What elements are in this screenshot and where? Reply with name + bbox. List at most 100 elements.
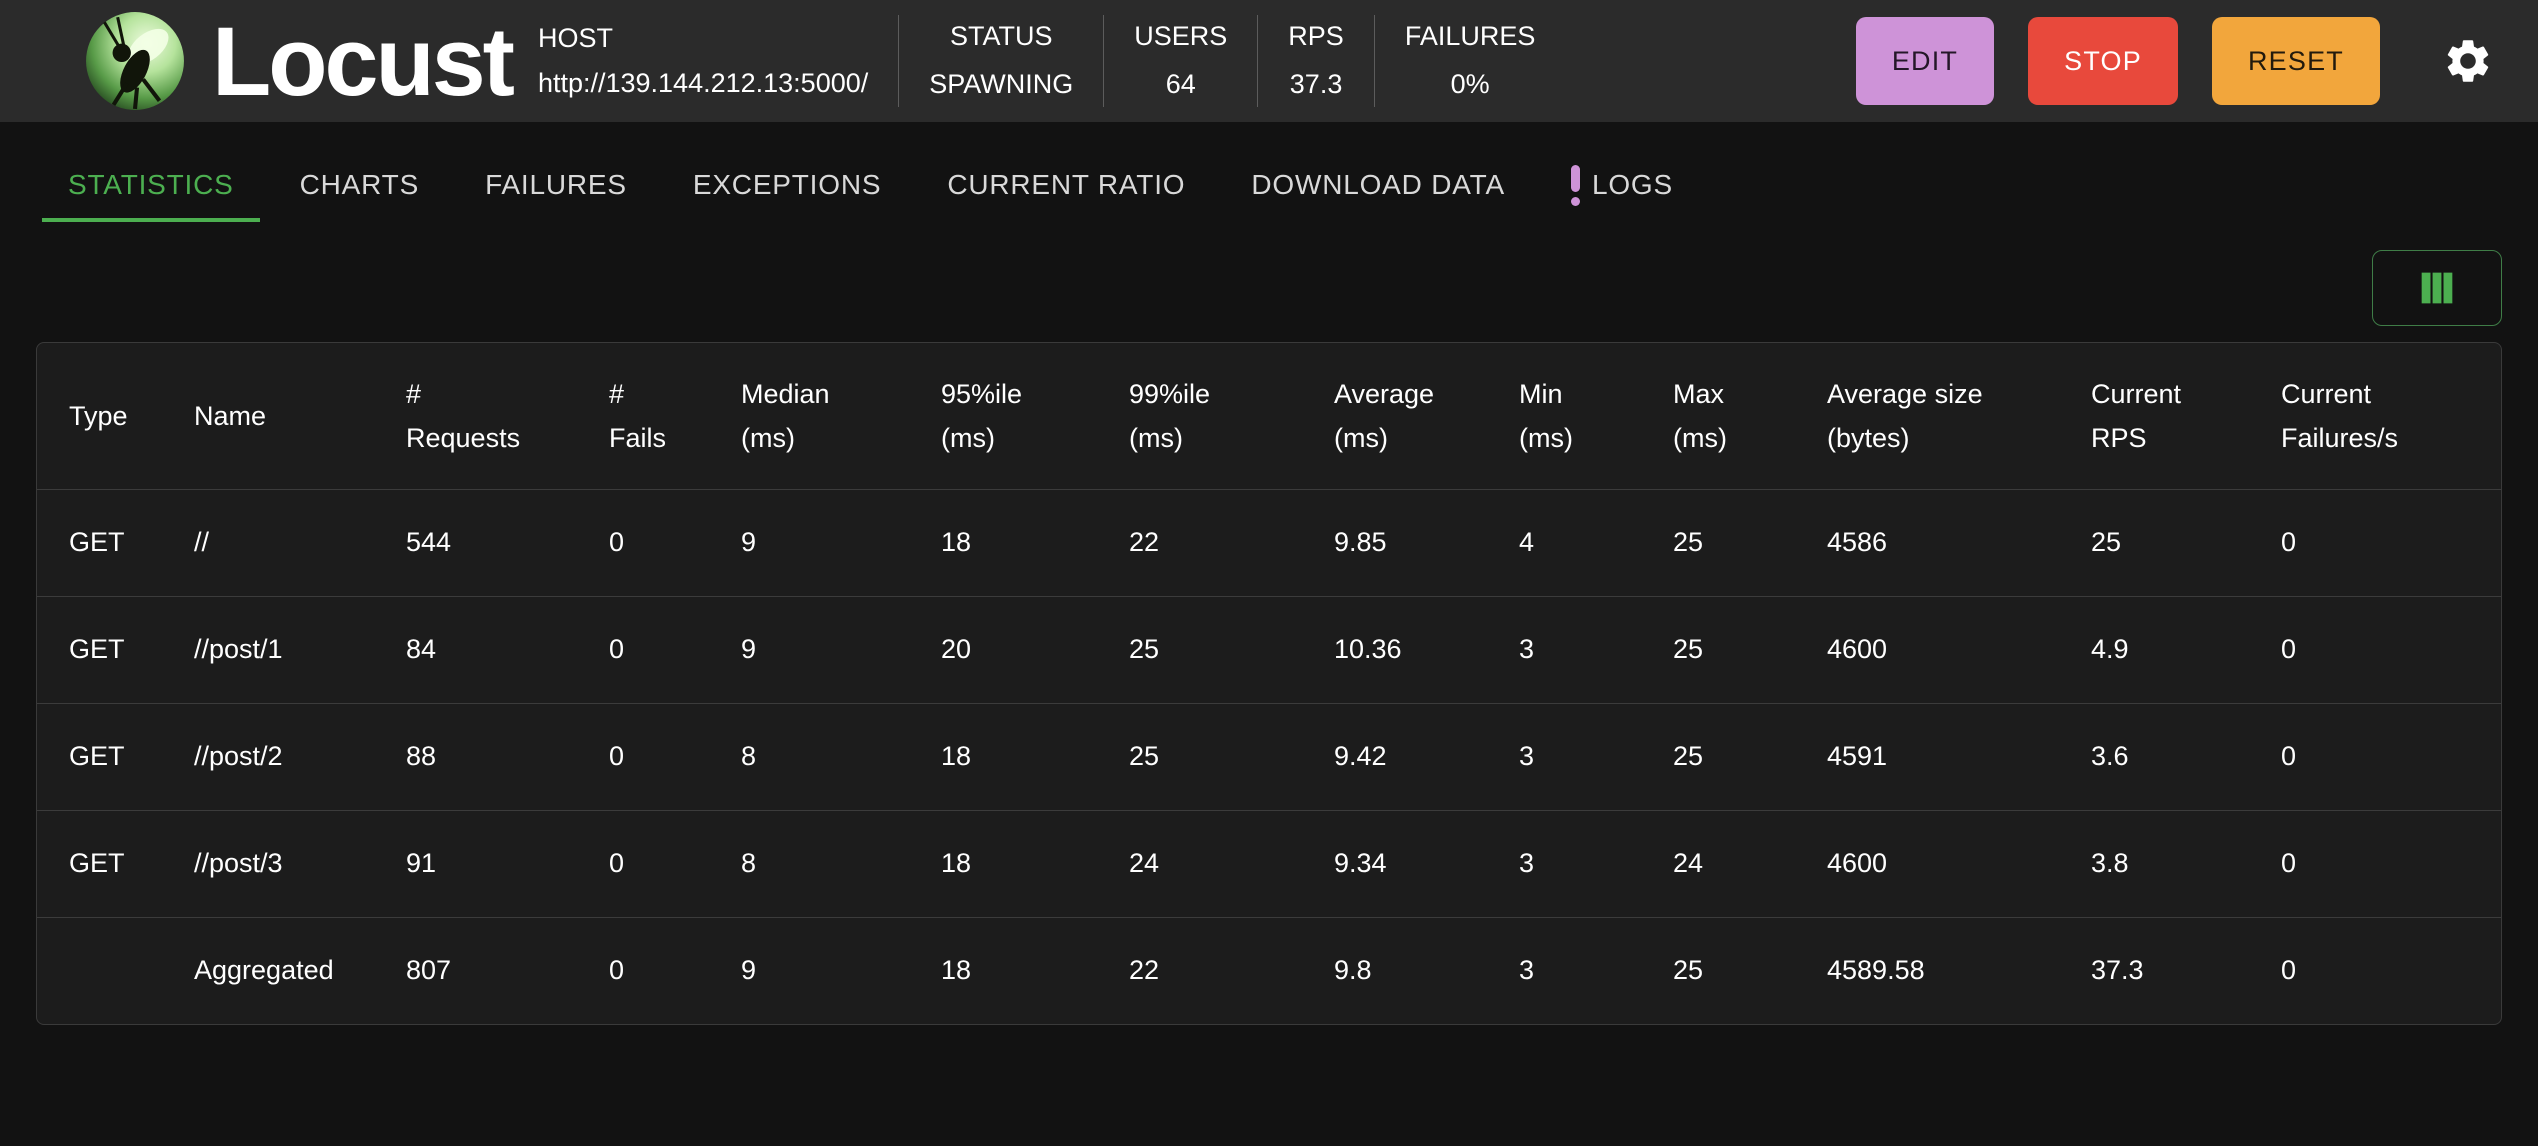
- host-url: http://139.144.212.13:5000/: [537, 68, 869, 98]
- tab-exceptions[interactable]: EXCEPTIONS: [667, 152, 907, 222]
- table-cell: 4.9: [2091, 595, 2281, 703]
- tab-logs[interactable]: LOGS: [1545, 152, 1699, 222]
- gear-icon: [2447, 40, 2489, 82]
- column-header-median[interactable]: Median (ms): [741, 343, 941, 489]
- column-header-min[interactable]: Min (ms): [1519, 343, 1673, 489]
- table-cell: 25: [1673, 488, 1827, 596]
- table-row: GET//544 0 9 18 22 9.85 4 25 4586 25 0: [37, 488, 2501, 596]
- table-cell: 4: [1519, 488, 1673, 596]
- header-line: 99%ile: [1129, 378, 1211, 409]
- table-cell: 0: [609, 702, 741, 810]
- header-line: Average size: [1827, 378, 1983, 409]
- header-line: Current: [2091, 378, 2182, 409]
- column-header-average[interactable]: Average (ms): [1334, 343, 1519, 489]
- header-line: (ms): [1519, 422, 1573, 453]
- table-row: GET//post/2 88 0 8 18 25 9.42 3 25 4591 3.6 0: [37, 702, 2501, 810]
- table-header-row: Type Name # Requests # Fails Median (ms) 95…: [37, 343, 2501, 489]
- stat-label: STATUS: [950, 21, 1053, 52]
- table-cell: 25: [1673, 916, 1827, 1024]
- stop-button[interactable]: STOP: [2028, 17, 2178, 105]
- table-cell: GET: [37, 702, 194, 810]
- statistics-table-card: Type Name # Requests # Fails Median (ms) 95…: [36, 342, 2502, 1025]
- header-line: Average: [1334, 378, 1435, 409]
- table-cell: 0: [2281, 595, 2501, 703]
- column-header-current-rps[interactable]: Current RPS: [2091, 343, 2281, 489]
- table-cell: 9.42: [1334, 702, 1519, 810]
- table-cell: 20: [941, 595, 1129, 703]
- table-cell: 24: [1673, 809, 1827, 917]
- tab-current-ratio[interactable]: CURRENT RATIO: [921, 152, 1211, 222]
- tab-label: CURRENT RATIO: [947, 169, 1186, 200]
- tab-label: LOGS: [1591, 169, 1673, 200]
- header-line: Requests: [406, 422, 521, 453]
- stat-label: USERS: [1134, 21, 1228, 52]
- column-header-requests[interactable]: # Requests: [406, 343, 609, 489]
- table-cell: 18: [941, 809, 1129, 917]
- table-cell: GET: [37, 595, 194, 703]
- app-header: Locust HOST http://139.144.212.13:5000/ …: [0, 0, 2538, 122]
- table-cell: 8: [741, 809, 941, 917]
- header-line: Failures/s: [2281, 422, 2399, 453]
- header-line: Median: [741, 378, 830, 409]
- column-header-current-failures[interactable]: Current Failures/s: [2281, 343, 2501, 489]
- stat-rps: RPS 37.3: [1258, 22, 1374, 99]
- column-header-average-size[interactable]: Average size (bytes): [1827, 343, 2091, 489]
- header-line: (bytes): [1827, 422, 1910, 453]
- tab-download-data[interactable]: DOWNLOAD DATA: [1225, 152, 1531, 222]
- table-cell: 9: [741, 488, 941, 596]
- table-cell: 8: [741, 702, 941, 810]
- table-row-aggregated: Aggregated 807 0 9 18 22 9.8 3 25 4589.58 37.3 0: [37, 916, 2501, 1024]
- column-header-95ile[interactable]: 95%ile (ms): [941, 343, 1129, 489]
- settings-button[interactable]: [2442, 35, 2494, 87]
- tab-label: DOWNLOAD DATA: [1251, 169, 1505, 200]
- table-cell: 25: [1673, 702, 1827, 810]
- edit-button[interactable]: EDIT: [1855, 17, 1995, 105]
- column-header-99ile[interactable]: 99%ile (ms): [1129, 343, 1334, 489]
- header-line: Current: [2281, 378, 2372, 409]
- table-cell: //: [194, 488, 406, 596]
- tab-statistics[interactable]: STATISTICS: [42, 152, 260, 222]
- column-header-fails[interactable]: # Fails: [609, 343, 741, 489]
- table-cell: 0: [609, 916, 741, 1024]
- column-header-max[interactable]: Max (ms): [1673, 343, 1827, 489]
- table-cell: 3: [1519, 809, 1673, 917]
- header-line: #: [406, 378, 422, 409]
- table-cell: 3.8: [2091, 809, 2281, 917]
- table-cell: 25: [1129, 702, 1334, 810]
- table-cell: 0: [609, 488, 741, 596]
- table-cell: 0: [2281, 809, 2501, 917]
- table-cell: 3: [1519, 916, 1673, 1024]
- statistics-table: Type Name # Requests # Fails Median (ms) 95…: [37, 343, 2501, 1024]
- table-cell: 4586: [1827, 488, 2091, 596]
- table-cell: 25: [1129, 595, 1334, 703]
- table-cell: 9: [741, 916, 941, 1024]
- column-selector-button[interactable]: [2372, 250, 2502, 326]
- tab-failures[interactable]: FAILURES: [459, 152, 653, 222]
- stat-value: SPAWNING: [929, 69, 1074, 99]
- reset-button[interactable]: RESET: [2211, 17, 2380, 105]
- tab-charts[interactable]: CHARTS: [274, 152, 445, 222]
- header-line: Type: [69, 400, 128, 431]
- locust-logo[interactable]: [84, 10, 186, 112]
- stat-failures: FAILURES 0%: [1375, 22, 1566, 99]
- table-cell: 10.36: [1334, 595, 1519, 703]
- header-line: Fails: [609, 422, 667, 453]
- table-cell: 3: [1519, 702, 1673, 810]
- table-cell: 3.6: [2091, 702, 2281, 810]
- table-cell: 25: [2091, 488, 2281, 596]
- table-row: GET//post/1 84 0 9 20 25 10.36 3 25 4600 4.9 0: [37, 595, 2501, 703]
- column-header-type[interactable]: Type: [37, 343, 194, 489]
- table-cell: 25: [1673, 595, 1827, 703]
- header-line: (ms): [1673, 422, 1727, 453]
- column-header-name[interactable]: Name: [194, 343, 406, 489]
- table-cell: 18: [941, 488, 1129, 596]
- header-line: (ms): [741, 422, 795, 453]
- stat-status: STATUS SPAWNING: [899, 22, 1103, 99]
- stat-label: RPS: [1288, 21, 1344, 52]
- table-cell: [37, 916, 194, 1024]
- table-cell: 22: [1129, 488, 1334, 596]
- header-divider: [1257, 15, 1259, 107]
- table-cell: 0: [609, 809, 741, 917]
- header-divider: [898, 15, 900, 107]
- table-cell: 18: [941, 916, 1129, 1024]
